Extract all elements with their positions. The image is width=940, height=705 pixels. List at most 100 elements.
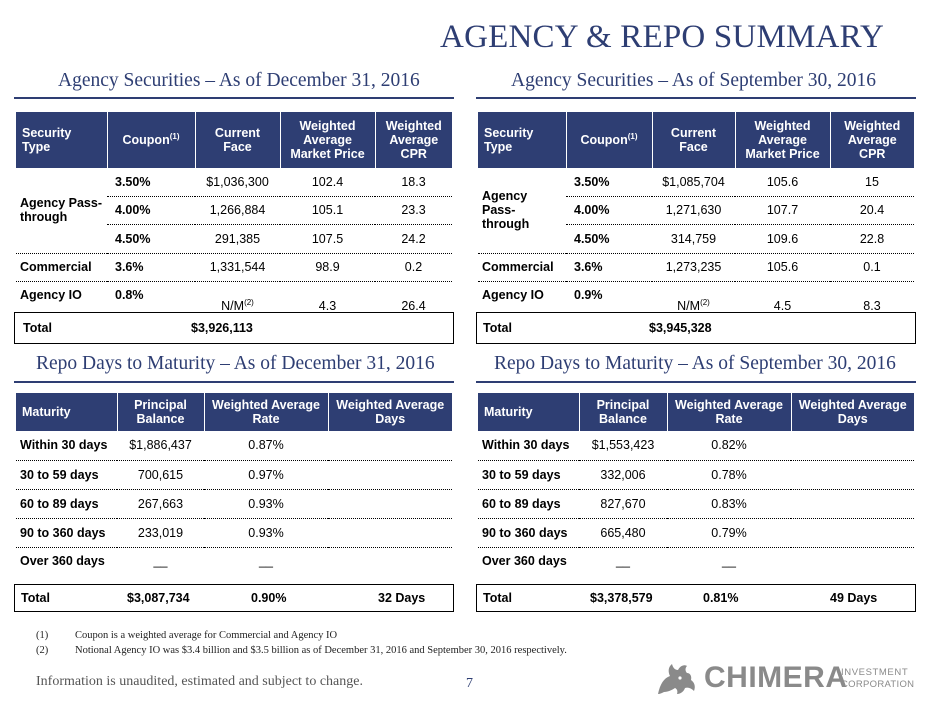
balance-cell: __ (153, 554, 168, 569)
face-cell: 1,271,630 (652, 196, 735, 225)
price-cell: 105.6 (735, 168, 830, 197)
balance-cell: __ (616, 554, 630, 569)
footnote-2-text: Notional Agency IO was $3.4 billion and … (75, 645, 567, 656)
balance-cell: 233,019 (117, 518, 204, 548)
coupon-cell: 0.9% (574, 287, 603, 302)
price-cell: 107.7 (735, 196, 830, 225)
coupon-cell: 4.50% (107, 224, 195, 254)
table-row: 90 to 360 days 233,019 0.93% (16, 518, 452, 548)
agency-table-sep: Security Type Coupon(1) Current Face Wei… (478, 112, 914, 318)
logo-brand: CHIMERA (704, 661, 848, 694)
header-principal: Principal Balance (579, 393, 668, 431)
face-cell: $1,036,300 (195, 168, 280, 197)
days-cell (328, 460, 452, 490)
maturity-cell: Over 360 days (20, 554, 105, 569)
maturity-cell: 60 to 89 days (16, 489, 117, 519)
section-title-agency-dec: Agency Securities – As of December 31, 2… (58, 70, 420, 91)
price-cell: 105.6 (735, 253, 830, 282)
maturity-cell: Over 360 days (482, 554, 567, 569)
rate-cell: 0.79% (667, 518, 791, 548)
table-row: Agency Pass-through 3.50% $1,085,704 105… (478, 168, 914, 254)
days-cell (791, 547, 914, 575)
cpr-cell: 23.3 (375, 196, 452, 225)
face-cell: 291,385 (195, 224, 280, 254)
table-row: Over 360 days __ __ (478, 547, 914, 575)
total-row: Total $3,378,579 0.81% 49 Days (476, 584, 916, 612)
header-coupon: Coupon(1) (107, 112, 196, 168)
cpr-cell: 8.3 (863, 299, 881, 313)
total-label: Total (483, 591, 512, 605)
header-rate: Weighted Average Rate (204, 393, 329, 431)
header-days: Weighted Average Days (328, 393, 452, 431)
section-rule (476, 97, 916, 99)
rate-cell: __ (259, 554, 273, 569)
total-row: Total $3,087,734 0.90% 32 Days (14, 584, 454, 612)
days-cell (791, 460, 914, 490)
cpr-cell: 24.2 (375, 224, 452, 254)
rate-cell: 0.83% (667, 489, 791, 519)
header-wacpr: Weighted Average CPR (830, 112, 914, 168)
logo-line-1: INVESTMENT (841, 667, 909, 678)
section-rule (14, 381, 454, 383)
maturity-cell: Within 30 days (16, 431, 117, 461)
days-cell (328, 547, 452, 575)
header-days: Weighted Average Days (791, 393, 914, 431)
cpr-cell: 0.1 (830, 253, 914, 282)
table-row: Over 360 days __ __ (16, 547, 452, 575)
table-row: 30 to 59 days 332,006 0.78% (478, 460, 914, 490)
maturity-cell: 30 to 59 days (16, 460, 117, 490)
balance-cell: 267,663 (117, 489, 204, 519)
table-row: Commercial 3.6% 1,331,544 98.9 0.2 (16, 253, 452, 282)
header-coupon: Coupon(1) (566, 112, 653, 168)
header-maturity: Maturity (16, 393, 118, 431)
coupon-cell: 3.50% (566, 168, 652, 197)
agency-table-dec: Security Type Coupon(1) Current Face Wei… (16, 112, 452, 318)
rate-cell: 0.78% (667, 460, 791, 490)
balance-cell: 332,006 (579, 460, 667, 490)
header-wamp: Weighted Average Market Price (280, 112, 376, 168)
price-cell: 102.4 (280, 168, 375, 197)
page-number: 7 (466, 676, 473, 691)
balance-cell: 827,670 (579, 489, 667, 519)
section-title-repo-sep: Repo Days to Maturity – As of September … (494, 353, 896, 374)
face-cell: $1,085,704 (652, 168, 735, 197)
days-cell (791, 431, 914, 461)
days-cell (328, 431, 452, 461)
days-cell (328, 489, 452, 519)
face-cell: 1,331,544 (195, 253, 280, 282)
cpr-cell: 0.2 (375, 253, 452, 282)
section-title-agency-sep: Agency Securities – As of September 30, … (511, 70, 877, 91)
chimera-logo: CHIMERA INVESTMENT CORPORATION (656, 658, 914, 698)
cpr-cell: 22.8 (830, 224, 914, 254)
face-cell: N/M(2) (677, 297, 710, 313)
table-row: 4.50% 314,759 109.6 22.8 (478, 224, 914, 254)
coupon-cell: 3.6% (566, 253, 652, 282)
total-row: Total $3,926,113 (14, 312, 454, 344)
disclaimer: Information is unaudited, estimated and … (36, 674, 363, 689)
balance-cell: 700,615 (117, 460, 204, 490)
price-cell: 105.1 (280, 196, 375, 225)
header-maturity: Maturity (478, 393, 580, 431)
table-row: 4.50% 291,385 107.5 24.2 (16, 224, 452, 254)
total-label: Total (21, 591, 50, 605)
section-rule (14, 97, 454, 99)
cpr-cell: 18.3 (375, 168, 452, 197)
maturity-cell: 60 to 89 days (478, 489, 579, 519)
total-rate: 0.81% (703, 591, 739, 605)
row-label: Agency IO (20, 287, 82, 302)
rate-cell: 0.82% (667, 431, 791, 461)
table-row: 4.00% 1,271,630 107.7 20.4 (478, 196, 914, 225)
cpr-cell: 15 (830, 168, 914, 197)
maturity-cell: Within 30 days (478, 431, 579, 461)
header-principal: Principal Balance (117, 393, 205, 431)
row-label: Agency IO (482, 287, 544, 302)
total-value: $3,926,113 (191, 321, 253, 335)
rate-cell: 0.97% (204, 460, 328, 490)
coupon-cell: 4.00% (566, 196, 652, 225)
table-row: 30 to 59 days 700,615 0.97% (16, 460, 452, 490)
price-cell: 4.3 (318, 299, 337, 313)
coupon-cell: 4.00% (107, 196, 195, 225)
face-cell: 1,266,884 (195, 196, 280, 225)
days-cell (791, 489, 914, 519)
balance-cell: $1,553,423 (579, 431, 667, 461)
